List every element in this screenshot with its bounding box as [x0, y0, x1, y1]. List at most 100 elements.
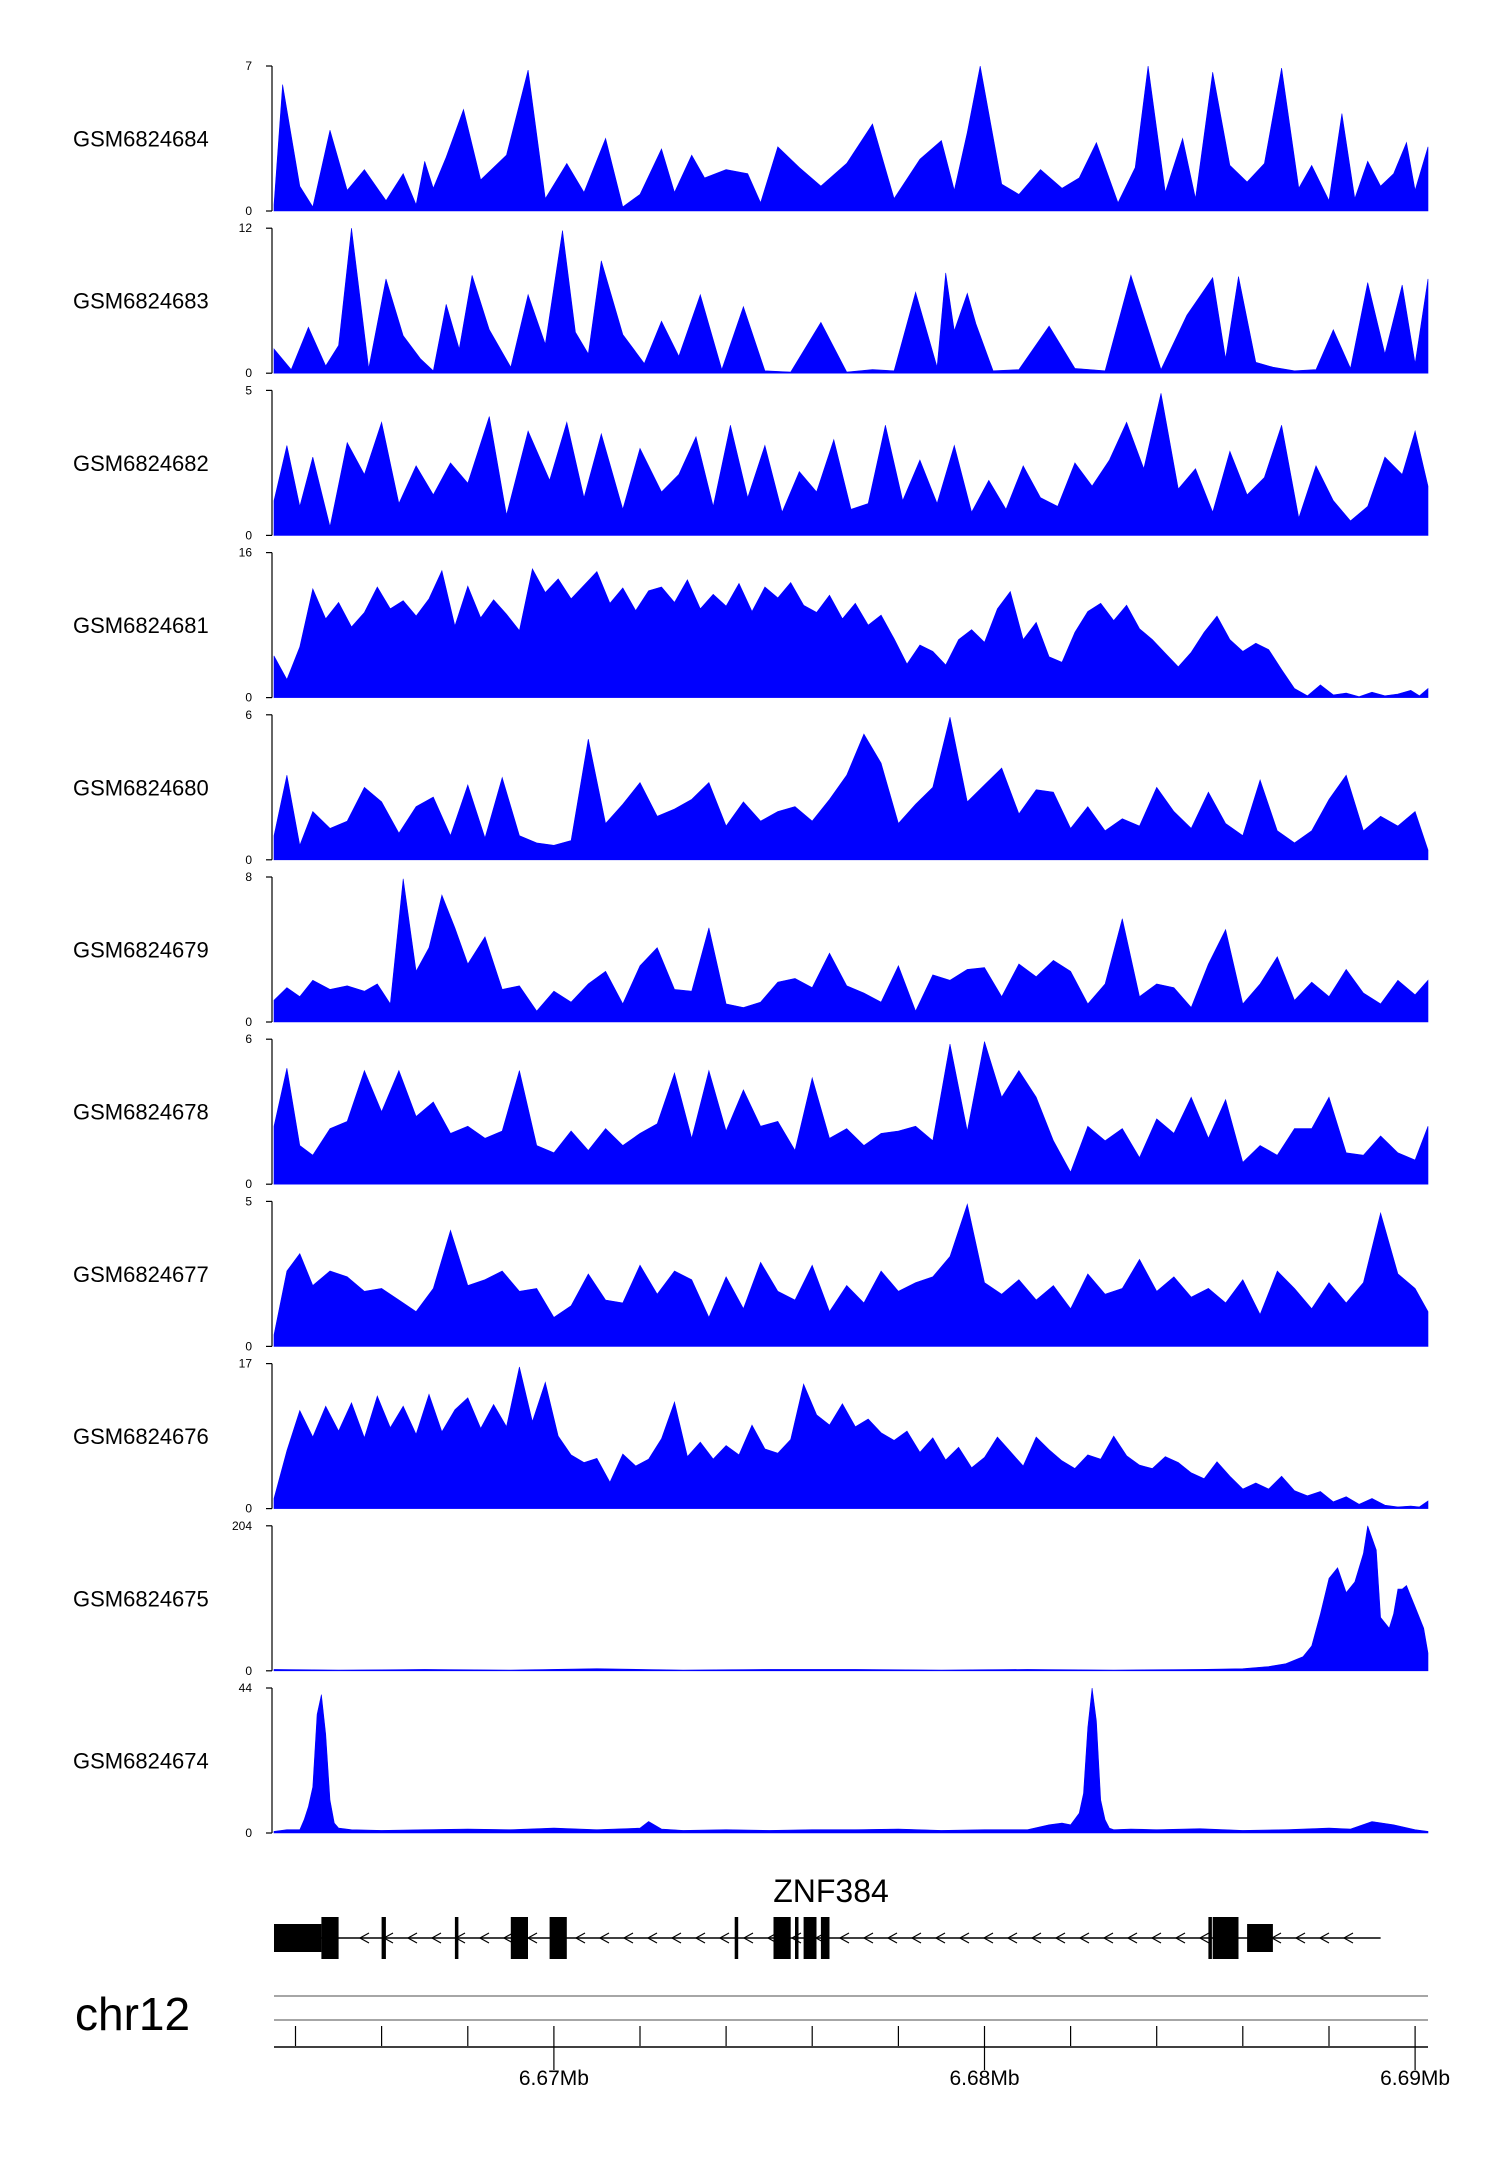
coding-exon: [381, 1917, 386, 1959]
utr-exon: [274, 1924, 322, 1952]
y-max-label: 5: [245, 1194, 252, 1208]
signal-area: [273, 228, 1429, 374]
signal-area: [273, 568, 1429, 698]
y-min-label: 0: [245, 691, 252, 705]
track-label: GSM6824678: [73, 1100, 209, 1125]
track-label: GSM6824676: [73, 1424, 209, 1449]
coding-exon: [773, 1917, 791, 1959]
strand-arrow: [1030, 1932, 1042, 1944]
strand-arrow: [1126, 1932, 1138, 1944]
track-GSM6824680: GSM6824680 6 0: [73, 708, 1429, 867]
y-min-label: 0: [245, 1502, 252, 1516]
track-GSM6824676: GSM6824676 17 0: [73, 1357, 1429, 1516]
axis-tick-labels: 6.67Mb 6.68Mb 6.69Mb: [519, 2067, 1450, 2090]
strand-arrow: [1054, 1932, 1066, 1944]
coding-exon: [734, 1917, 739, 1959]
y-min-label: 0: [245, 1177, 252, 1191]
strand-arrow: [670, 1932, 682, 1944]
track-label: GSM6824677: [73, 1262, 209, 1287]
y-min-label: 0: [245, 1339, 252, 1353]
strand-arrow: [430, 1932, 442, 1944]
track-label: GSM6824684: [73, 127, 209, 152]
track-GSM6824682: GSM6824682 5 0: [73, 383, 1429, 542]
x-tick-label: 6.67Mb: [519, 2067, 589, 2090]
strand-arrow: [1318, 1932, 1330, 1944]
strand-arrow: [574, 1932, 586, 1944]
track-GSM6824684: GSM6824684 7 0: [73, 59, 1429, 218]
coding-exon: [1208, 1917, 1212, 1959]
coding-exon: [795, 1917, 799, 1959]
signal-area: [273, 878, 1429, 1023]
strand-arrow: [982, 1932, 994, 1944]
strand-arrow: [910, 1932, 922, 1944]
strand-arrow: [694, 1932, 706, 1944]
y-max-label: 7: [245, 59, 252, 73]
strand-arrow: [1294, 1932, 1306, 1944]
coding-exon: [510, 1917, 528, 1959]
track-label: GSM6824681: [73, 613, 209, 638]
track-GSM6824678: GSM6824678 6 0: [73, 1032, 1429, 1191]
strand-arrow: [1150, 1932, 1162, 1944]
coding-exon: [803, 1917, 817, 1959]
x-tick-label: 6.68Mb: [949, 2067, 1019, 2090]
signal-area: [273, 393, 1429, 536]
axis-ticks: [294, 2026, 1416, 2070]
strand-arrow: [478, 1932, 490, 1944]
track-label: GSM6824682: [73, 451, 209, 476]
y-min-label: 0: [245, 366, 252, 380]
strand-arrow: [1342, 1932, 1354, 1944]
strand-arrow: [358, 1932, 370, 1944]
signal-area: [273, 1203, 1429, 1347]
strand-arrow: [646, 1932, 658, 1944]
gene-exons: [274, 1917, 1273, 1959]
strand-arrow: [862, 1932, 874, 1944]
track-GSM6824683: GSM6824683 12 0: [73, 221, 1429, 380]
y-max-label: 204: [232, 1519, 252, 1533]
y-max-label: 44: [239, 1681, 253, 1695]
track-label: GSM6824675: [73, 1586, 209, 1611]
strand-arrow: [886, 1932, 898, 1944]
track-label: GSM6824680: [73, 775, 209, 800]
y-min-label: 0: [245, 1664, 252, 1678]
signal-area: [273, 717, 1429, 861]
strand-arrow: [1078, 1932, 1090, 1944]
track-GSM6824681: GSM6824681 16 0: [73, 546, 1429, 705]
coding-exon: [454, 1917, 459, 1959]
strand-arrow: [1174, 1932, 1186, 1944]
y-min-label: 0: [245, 853, 252, 867]
strand-arrow: [742, 1932, 754, 1944]
track-GSM6824677: GSM6824677 5 0: [73, 1194, 1429, 1353]
y-min-label: 0: [245, 1015, 252, 1029]
x-tick-label: 6.69Mb: [1380, 2067, 1450, 2090]
y-min-label: 0: [245, 528, 252, 542]
signal-area: [273, 1366, 1429, 1509]
signal-area: [273, 1687, 1429, 1834]
signal-area: [273, 65, 1429, 212]
gene-name-label: ZNF384: [773, 1873, 889, 1909]
track-GSM6824675: GSM6824675 204 0: [73, 1519, 1429, 1678]
coding-exon: [321, 1917, 339, 1959]
gene-annotation-track: ZNF384: [274, 1873, 1381, 1959]
strand-arrow: [1198, 1932, 1210, 1944]
genome-axis: chr12 6.67Mb 6.68Mb 6.69Mb: [75, 1988, 1450, 2090]
signal-area: [273, 1041, 1429, 1185]
y-min-label: 0: [245, 204, 252, 218]
signal-area: [273, 1525, 1429, 1672]
strand-arrow: [502, 1932, 514, 1944]
coding-exon: [1212, 1917, 1239, 1959]
y-max-label: 16: [239, 546, 253, 560]
y-max-label: 5: [245, 383, 252, 397]
utr-exon: [1247, 1924, 1273, 1952]
track-label: GSM6824679: [73, 938, 209, 963]
strand-arrow: [622, 1932, 634, 1944]
y-min-label: 0: [245, 1826, 252, 1840]
strand-arrow: [958, 1932, 970, 1944]
y-max-label: 6: [245, 1032, 252, 1046]
y-max-label: 8: [245, 870, 252, 884]
track-label: GSM6824674: [73, 1749, 209, 1774]
track-label: GSM6824683: [73, 289, 209, 314]
strand-arrow: [1006, 1932, 1018, 1944]
track-GSM6824674: GSM6824674 44 0: [73, 1681, 1429, 1840]
y-max-label: 12: [239, 221, 253, 235]
